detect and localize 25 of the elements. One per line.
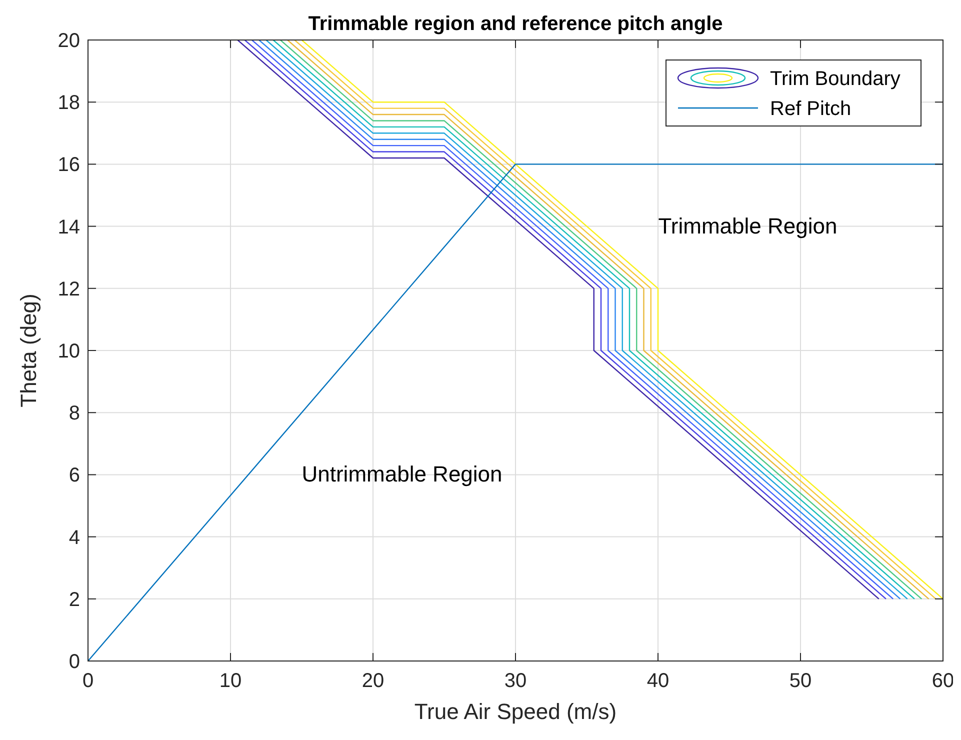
y-tick-label: 4 [68, 526, 80, 549]
x-tick-label: 10 [219, 670, 242, 692]
y-tick-label: 18 [58, 92, 80, 114]
y-tick-label: 8 [68, 402, 80, 425]
x-axis-title: True Air Speed (m/s) [414, 699, 617, 724]
y-tick-label: 14 [58, 216, 80, 238]
annotation: Trimmable Region [658, 213, 838, 238]
y-tick-label: 16 [58, 154, 80, 176]
x-tick-label: 50 [789, 670, 812, 692]
y-tick-label: 20 [58, 30, 80, 52]
y-tick-label: 2 [68, 588, 80, 611]
x-tick-label: 30 [504, 670, 527, 692]
x-tick-label: 20 [362, 670, 384, 692]
y-tick-label: 10 [58, 340, 80, 362]
x-tick-label: 0 [82, 670, 94, 692]
legend-label: Ref Pitch [770, 98, 852, 120]
x-tick-label: 40 [646, 670, 670, 692]
annotation: Untrimmable Region [302, 462, 502, 487]
y-tick-label: 6 [68, 464, 80, 487]
y-tick-label: 0 [68, 651, 80, 673]
legend-label: Trim Boundary [770, 68, 900, 90]
y-tick-label: 12 [58, 278, 80, 300]
x-tick-label: 60 [932, 670, 954, 692]
y-axis-title: Theta (deg) [16, 294, 41, 408]
chart-title: Trimmable region and reference pitch angle [308, 13, 723, 35]
